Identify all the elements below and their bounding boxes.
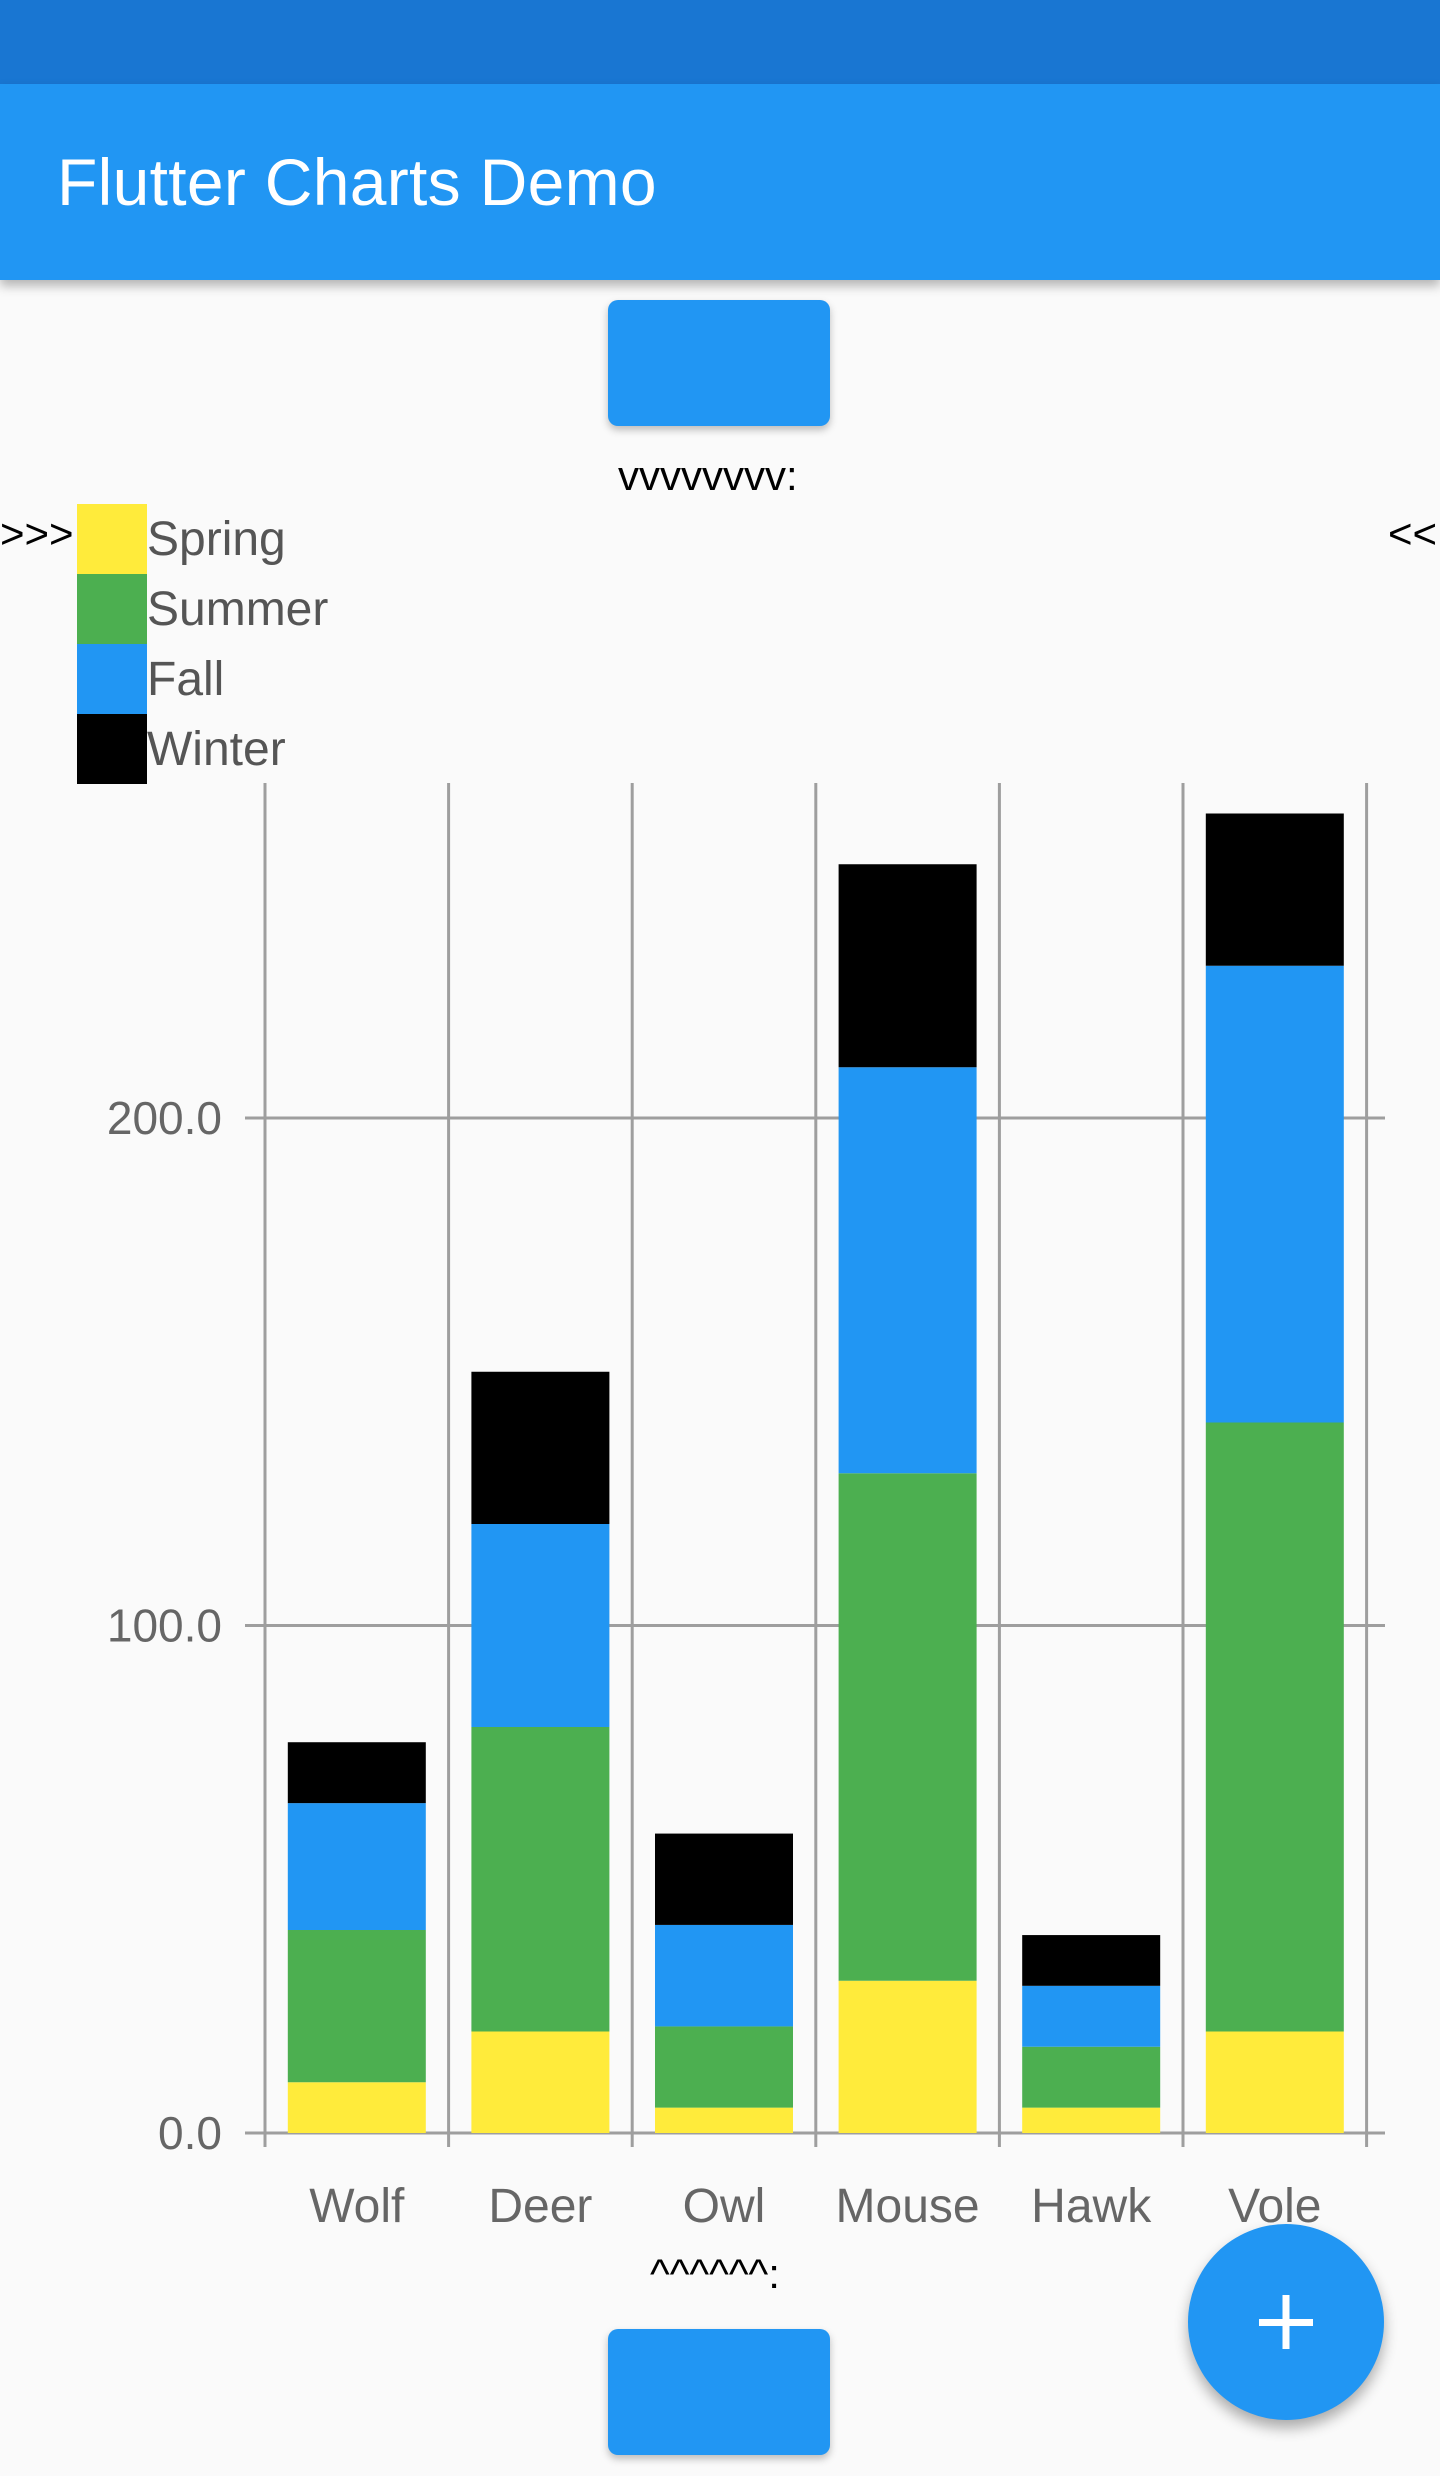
bar-spring-owl xyxy=(655,2107,793,2133)
bar-summer-vole xyxy=(1205,1422,1344,2032)
bar-winter-wolf xyxy=(287,1742,426,1804)
bar-summer-mouse xyxy=(838,1473,977,1981)
legend-label-winter: Winter xyxy=(147,723,286,776)
bottom-button[interactable] xyxy=(608,2329,830,2455)
right-marker: << xyxy=(1388,510,1438,557)
left-marker: >>> xyxy=(0,510,74,557)
bar-winter-vole xyxy=(1205,813,1344,966)
bar-summer-owl xyxy=(655,2026,793,2108)
bar-fall-wolf xyxy=(287,1803,426,1930)
bar-spring-hawk xyxy=(1022,2107,1161,2133)
x-tick-label: Mouse xyxy=(836,2180,980,2233)
legend-swatch-summer xyxy=(77,574,147,644)
y-tick-label: 100.0 xyxy=(107,1600,222,1652)
x-tick-label: Deer xyxy=(488,2180,592,2233)
legend-label-summer: Summer xyxy=(147,583,329,636)
legend-swatch-winter xyxy=(77,714,147,784)
bar-fall-deer xyxy=(471,1524,610,1727)
bar-fall-mouse xyxy=(838,1067,977,1474)
bar-winter-hawk xyxy=(1022,1935,1161,1986)
bar-spring-vole xyxy=(1205,2031,1344,2133)
bar-fall-owl xyxy=(655,1924,793,2027)
legend-swatch-fall xyxy=(77,644,147,714)
app-title: Flutter Charts Demo xyxy=(57,145,657,219)
bar-spring-wolf xyxy=(287,2082,426,2133)
bar-winter-mouse xyxy=(838,864,977,1068)
status-bar xyxy=(0,0,1440,84)
bar-summer-hawk xyxy=(1022,2046,1161,2108)
bar-fall-vole xyxy=(1205,965,1344,1423)
bar-summer-deer xyxy=(471,1727,610,2032)
legend-label-fall: Fall xyxy=(147,653,225,706)
app-bar: Flutter Charts Demo xyxy=(0,84,1440,280)
bottom-marker: ^^^^^^: xyxy=(650,2250,780,2297)
bar-winter-deer xyxy=(471,1371,610,1524)
y-tick-label: 0.0 xyxy=(158,2107,222,2159)
add-fab-button[interactable] xyxy=(1188,2224,1384,2420)
top-button[interactable] xyxy=(608,300,830,426)
legend-label-spring: Spring xyxy=(147,513,286,566)
bar-spring-mouse xyxy=(838,1980,977,2133)
bar-fall-hawk xyxy=(1022,1985,1161,2047)
plus-icon xyxy=(1259,2295,1313,2349)
legend-swatch-spring xyxy=(77,504,147,574)
y-tick-label: 200.0 xyxy=(107,1092,222,1144)
x-tick-label: Hawk xyxy=(1031,2180,1152,2233)
x-tick-label: Wolf xyxy=(309,2180,405,2233)
top-marker: vvvvvvvv: xyxy=(618,452,798,499)
bar-summer-wolf xyxy=(287,1930,426,2083)
bar-spring-deer xyxy=(471,2031,610,2133)
x-tick-label: Owl xyxy=(683,2180,766,2233)
bar-winter-owl xyxy=(655,1833,793,1925)
